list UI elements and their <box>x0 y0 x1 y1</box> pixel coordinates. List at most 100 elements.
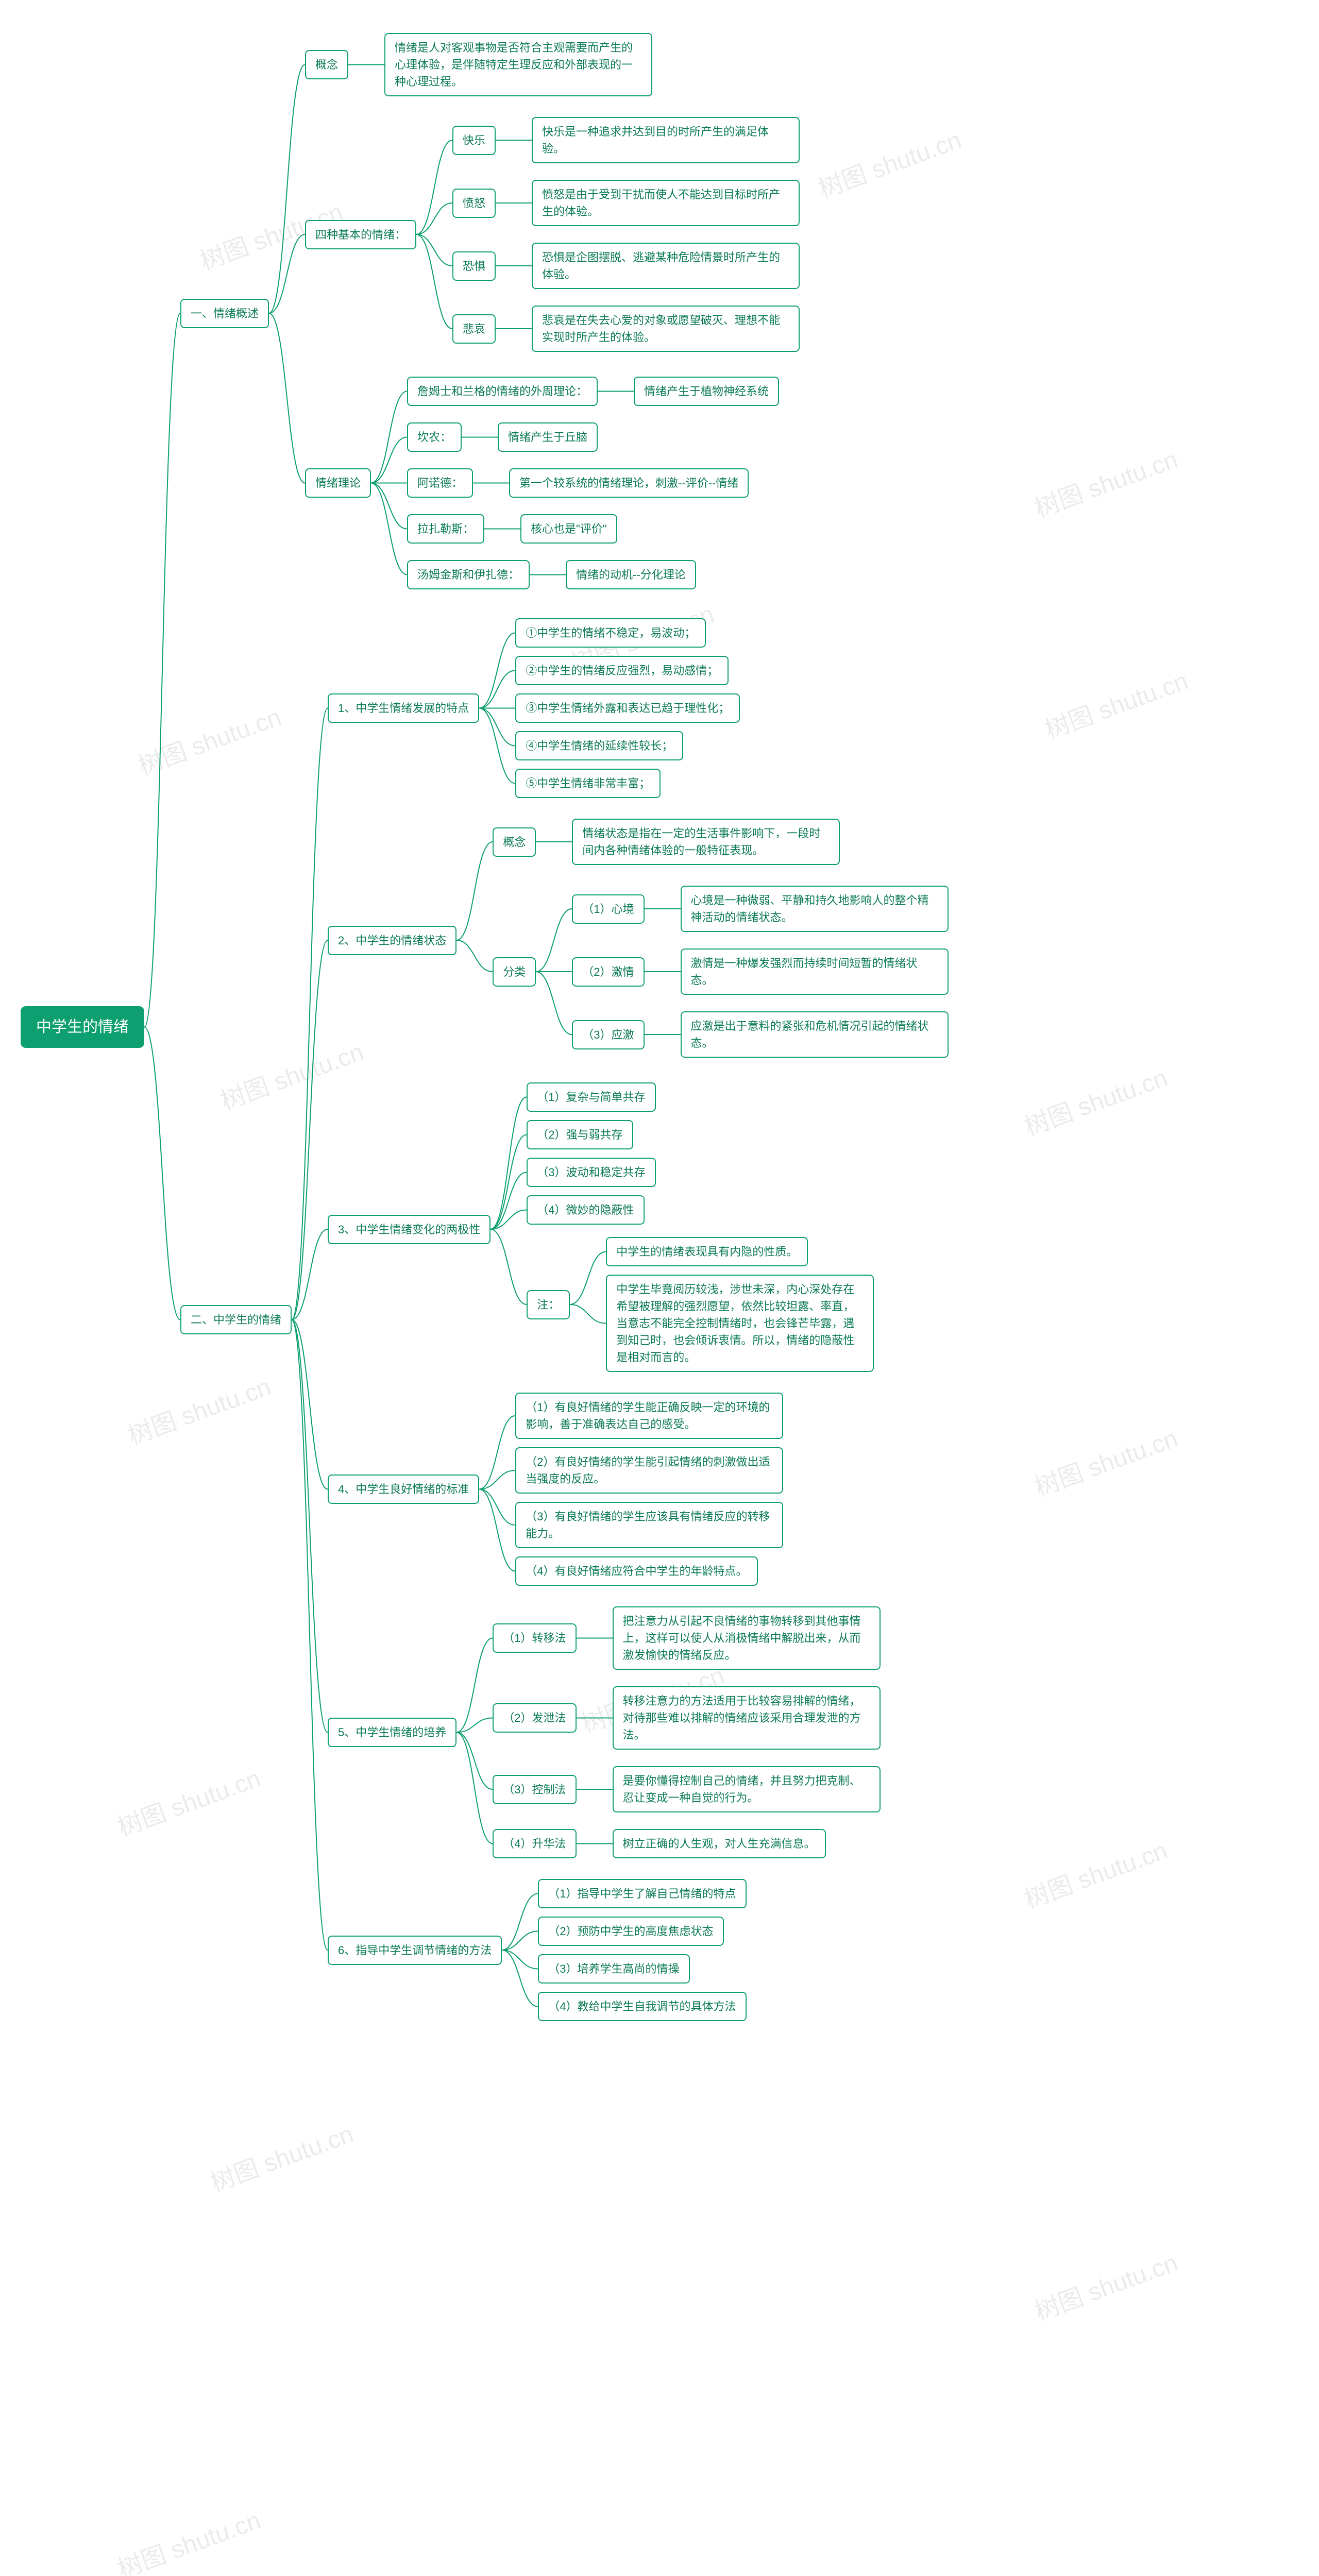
tree-node: （1）转移法 <box>493 1623 576 1653</box>
tree-node: 是要你懂得控制自己的情绪，并且努力把克制、忍让变成一种自觉的行为。 <box>613 1766 881 1812</box>
children-group: 概念 情绪是人对客观事物是否符合主观需要而产生的心理体验，是伴随特定生理反应和外部… <box>305 25 800 602</box>
tree-node: 恐惧是企图摆脱、逃避某种危险情景时所产生的体验。 <box>532 243 800 289</box>
tree-level: 情绪产生于丘脑 <box>498 422 598 452</box>
tree-node: 詹姆士和兰格的情绪的外周理论： <box>407 377 598 406</box>
tree-level: 6、指导中学生调节情绪的方法（1）指导中学生了解自己情绪的特点（2）预防中学生的… <box>328 1875 949 2025</box>
connector <box>496 301 532 356</box>
connector <box>456 1598 493 1867</box>
tree-level: 转移注意力的方法适用于比较容易排解的情绪，对待那些难以排解的情绪应该采用合理发泄… <box>613 1686 881 1750</box>
tree-node: （2）强与弱共存 <box>527 1120 633 1149</box>
connector <box>348 29 384 100</box>
tree-node: 一、情绪概述 <box>180 299 269 328</box>
tree-level: 情绪产生于植物神经系统 <box>634 377 779 406</box>
connector <box>496 176 532 230</box>
tree-level: 阿诺德：第一个较系统的情绪理论，刺激--评价--情绪 <box>407 464 779 502</box>
tree-node: （2）预防中学生的高度焦虑状态 <box>538 1917 723 1946</box>
tree-root: 一、情绪概述 概念 情绪是人对客观事物是否符合主观需要而产生的心理体验，是伴随特定生… <box>180 21 949 2033</box>
connector <box>479 614 515 802</box>
connector <box>496 239 532 293</box>
tree-node: 2、中学生的情绪状态 <box>328 926 456 955</box>
tree-level: 情绪是人对客观事物是否符合主观需要而产生的心理体验，是伴随特定生理反应和外部表现… <box>384 33 652 96</box>
tree-level: （4）升华法树立正确的人生观，对人生充满信息。 <box>493 1825 880 1862</box>
tree-level: 3、中学生情绪变化的两极性（1）复杂与简单共存（2）强与弱共存（3）波动和稳定共… <box>328 1078 949 1380</box>
tree-level: 2、中学生的情绪状态 概念情绪状态是指在一定的生活事件影响下，一段时间内各种情绪体… <box>328 810 949 1070</box>
tree-level: （3）培养学生高尚的情操 <box>538 1954 746 1984</box>
tree-node: （3）波动和稳定共存 <box>527 1158 655 1187</box>
children-group: 把注意力从引起不良情绪的事物转移到其他事情上，这样可以使人从消极情绪中解脱出来，… <box>613 1602 881 1674</box>
connector <box>416 109 452 360</box>
tree-node: （3）控制法 <box>493 1775 576 1804</box>
tree-node: 1、中学生情绪发展的特点 <box>328 693 479 723</box>
connector <box>570 1233 606 1376</box>
tree-level: （3）波动和稳定共存 <box>527 1158 874 1187</box>
tree-node: （3）培养学生高尚的情操 <box>538 1954 689 1984</box>
tree-level: ④中学生情绪的延续性较长； <box>515 731 740 760</box>
connector <box>479 1388 515 1590</box>
tree-level: 坎农：情绪产生于丘脑 <box>407 418 779 456</box>
connector <box>598 372 634 410</box>
tree-node: 树立正确的人生观，对人生充满信息。 <box>613 1829 826 1858</box>
tree-level: 愤怒是由于受到干扰而使人不能达到目标时所产生的体验。 <box>532 180 800 226</box>
connector <box>269 25 305 602</box>
children-group: 应激是出于意料的紧张和危机情况引起的情绪状态。 <box>681 1007 949 1062</box>
children-group: （1）有良好情绪的学生能正确反映一定的环境的影响，善于准确表达自己的感受。（2）… <box>515 1388 783 1590</box>
tree-node: 注： <box>527 1290 570 1319</box>
tree-node: （3）有良好情绪的学生应该具有情绪反应的转移能力。 <box>515 1502 783 1548</box>
connector <box>577 1825 613 1862</box>
tree-node: （2）发泄法 <box>493 1703 576 1733</box>
children-group: 情绪的动机--分化理论 <box>566 556 696 594</box>
children-group: 第一个较系统的情绪理论，刺激--评价--情绪 <box>509 464 749 502</box>
tree-level: （3）有良好情绪的学生应该具有情绪反应的转移能力。 <box>515 1502 783 1548</box>
connector <box>577 1602 613 1674</box>
tree-node: 四种基本的情绪： <box>305 220 416 249</box>
tree-level: 情绪状态是指在一定的生活事件影响下，一段时间内各种情绪体验的一般特征表现。 <box>572 819 840 865</box>
tree-level: ③中学生情绪外露和表达已趋于理性化； <box>515 693 740 723</box>
tree-level: 激情是一种爆发强烈而持续时间短暂的情绪状态。 <box>681 948 949 995</box>
tree-node: 快乐是一种追求并达到目的时所产生的满足体验。 <box>532 117 800 163</box>
mindmap-container: 中学生的情绪 一、情绪概述概念情绪是人对客观事物是否符合主观需要而产生的心理体验… <box>21 21 1298 2033</box>
connector <box>536 877 572 1066</box>
children-group: ①中学生的情绪不稳定，易波动；②中学生的情绪反应强烈，易动感情；③中学生情绪外露… <box>515 614 740 802</box>
watermark-text: 树图 shutu.cn <box>112 2500 265 2576</box>
tree-level: ②中学生的情绪反应强烈，易动感情； <box>515 656 740 685</box>
tree-level: （4）教给中学生自我调节的具体方法 <box>538 1992 746 2021</box>
tree-level: （1）心境 心境是一种微弱、平静和持久地影响人的整个精神活动的情绪状态。 <box>572 882 948 936</box>
children-group: 树立正确的人生观，对人生充满信息。 <box>613 1825 826 1862</box>
connector <box>645 944 681 999</box>
children-group: 愤怒是由于受到干扰而使人不能达到目标时所产生的体验。 <box>532 176 800 230</box>
children-group: 转移注意力的方法适用于比较容易排解的情绪，对待那些难以排解的情绪应该采用合理发泄… <box>613 1682 881 1754</box>
tree-node: 概念 <box>305 50 348 79</box>
tree-node: 情绪的动机--分化理论 <box>566 560 696 589</box>
children-group: 情绪是人对客观事物是否符合主观需要而产生的心理体验，是伴随特定生理反应和外部表现… <box>384 29 652 100</box>
tree-level: 5、中学生情绪的培养 （1）转移法 把注意力从引起不良情绪的事物转移到其他事情上，这… <box>328 1598 949 1867</box>
tree-node: （4）微妙的隐蔽性 <box>527 1195 644 1225</box>
tree-node: 5、中学生情绪的培养 <box>328 1718 456 1747</box>
children-group: （1）心境心境是一种微弱、平静和持久地影响人的整个精神活动的情绪状态。（2）激情… <box>572 877 948 1066</box>
tree-level: ⑤中学生情绪非常丰富； <box>515 769 740 798</box>
tree-level: 二、中学生的情绪1、中学生情绪发展的特点①中学生的情绪不稳定，易波动；②中学生的… <box>180 610 949 2029</box>
root-connector <box>144 21 180 2033</box>
tree-level: 中学生毕竟阅历较浅，涉世未深，内心深处存在希望被理解的强烈愿望，依然比较坦露、率… <box>606 1275 874 1372</box>
tree-node: 中学生毕竟阅历较浅，涉世未深，内心深处存在希望被理解的强烈愿望，依然比较坦露、率… <box>606 1275 874 1372</box>
children-group: 心境是一种微弱、平静和持久地影响人的整个精神活动的情绪状态。 <box>681 882 949 936</box>
children-group: 激情是一种爆发强烈而持续时间短暂的情绪状态。 <box>681 944 949 999</box>
tree-level: 情绪的动机--分化理论 <box>566 560 696 589</box>
tree-level: （1）指导中学生了解自己情绪的特点 <box>538 1879 746 1908</box>
tree-level: 恐惧恐惧是企图摆脱、逃避某种危险情景时所产生的体验。 <box>452 239 800 293</box>
tree-level: （1）有良好情绪的学生能正确反映一定的环境的影响，善于准确表达自己的感受。 <box>515 1393 783 1439</box>
connector <box>462 418 498 456</box>
tree-node: 第一个较系统的情绪理论，刺激--评价--情绪 <box>509 468 749 498</box>
tree-node: 3、中学生情绪变化的两极性 <box>328 1215 491 1244</box>
tree-level: 情绪理论詹姆士和兰格的情绪的外周理论：情绪产生于植物神经系统坎农：情绪产生于丘脑… <box>305 368 800 598</box>
tree-level: 一、情绪概述 概念 情绪是人对客观事物是否符合主观需要而产生的心理体验，是伴随特定生… <box>180 25 949 602</box>
children-group: 情绪产生于植物神经系统 <box>634 372 779 410</box>
children-group: （1）转移法 把注意力从引起不良情绪的事物转移到其他事情上，这样可以使人从消极情绪… <box>493 1598 880 1867</box>
connector <box>473 464 509 502</box>
connector <box>577 1682 613 1754</box>
tree-level: 恐惧是企图摆脱、逃避某种危险情景时所产生的体验。 <box>532 243 800 289</box>
tree-level: （3）控制法 是要你懂得控制自己的情绪，并且努力把克制、忍让变成一种自觉的行为。 <box>493 1762 880 1817</box>
connector <box>502 1875 538 2025</box>
tree-node: （1）心境 <box>572 894 644 924</box>
children-group: 概念情绪状态是指在一定的生活事件影响下，一段时间内各种情绪体验的一般特征表现。分… <box>493 810 948 1070</box>
tree-node: （1）指导中学生了解自己情绪的特点 <box>538 1879 746 1908</box>
